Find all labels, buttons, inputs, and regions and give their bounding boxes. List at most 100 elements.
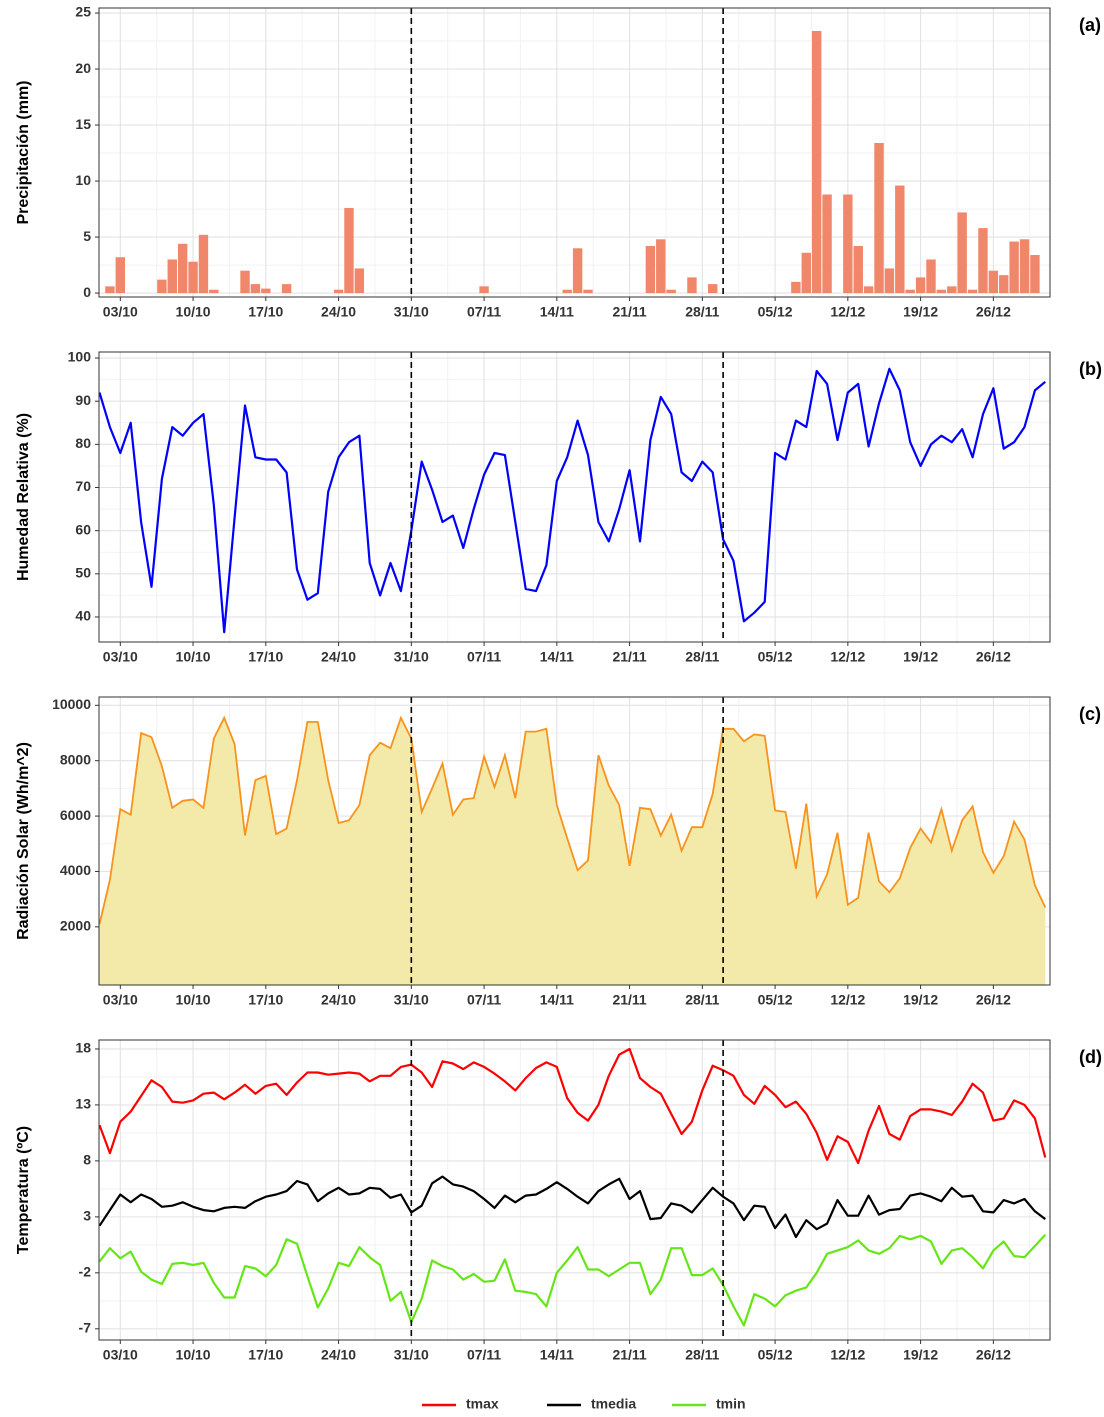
bar	[115, 257, 126, 294]
bar	[281, 284, 292, 294]
line	[98, 1047, 1047, 1165]
bar	[157, 279, 167, 294]
panel-label: (a)	[1079, 15, 1101, 35]
y-tick-label: 50	[75, 565, 91, 581]
y-tick-label: 8	[83, 1152, 91, 1168]
bar	[333, 289, 344, 294]
bar	[354, 268, 365, 294]
bar	[656, 239, 666, 294]
x-tick-label: 26/12	[976, 992, 1011, 1008]
line	[98, 1175, 1046, 1239]
bar	[895, 185, 905, 294]
x-tick-label: 17/10	[248, 649, 283, 665]
x-tick-label: 10/10	[176, 1347, 211, 1363]
x-tick-label: 17/10	[248, 304, 283, 320]
plot-background	[99, 1040, 1050, 1340]
bar	[1009, 241, 1019, 294]
y-tick-label: 25	[75, 4, 91, 20]
bar	[188, 261, 198, 294]
panel-label: (d)	[1079, 1047, 1102, 1067]
y-tick-label: 8000	[60, 751, 91, 767]
bar	[240, 270, 250, 294]
panel-label: (c)	[1079, 704, 1101, 724]
x-tick-label: 26/12	[976, 1347, 1011, 1363]
y-axis-title: Radiación Solar (Wh/m^2)	[15, 742, 32, 940]
bar	[905, 289, 915, 294]
x-tick-label: 24/10	[321, 304, 356, 320]
bar	[562, 289, 572, 294]
x-tick-label: 14/11	[540, 649, 574, 665]
y-tick-label: 60	[75, 521, 91, 537]
x-tick-label: 12/12	[830, 304, 865, 320]
legend-label: tmax	[466, 1396, 499, 1412]
x-tick-label: 03/10	[103, 304, 138, 320]
x-tick-label: 07/11	[467, 992, 501, 1008]
y-tick-label: 18	[75, 1040, 91, 1056]
plot-border	[98, 696, 1051, 986]
x-tick-label: 26/12	[976, 649, 1011, 665]
y-tick-label: 2000	[60, 918, 91, 934]
bar	[801, 252, 811, 294]
bar	[957, 212, 967, 294]
bar	[687, 277, 697, 294]
x-tick-label: 05/12	[758, 649, 793, 665]
y-tick-label: 70	[75, 478, 91, 494]
y-tick-label: -7	[79, 1320, 92, 1336]
y-tick-label: 3	[83, 1208, 91, 1224]
bar	[1030, 254, 1040, 294]
bar	[988, 270, 999, 294]
bar	[915, 277, 926, 294]
x-tick-label: 03/10	[103, 1347, 138, 1363]
x-tick-label: 31/10	[394, 304, 429, 320]
plot-border	[98, 351, 1051, 643]
x-tick-label: 12/12	[830, 649, 865, 665]
x-tick-label: 07/11	[467, 304, 501, 320]
y-tick-label: 15	[75, 116, 91, 132]
y-tick-label: 10	[75, 172, 91, 188]
bar	[645, 246, 656, 294]
line	[98, 715, 1047, 925]
x-tick-label: 19/12	[903, 304, 938, 320]
bar	[811, 30, 822, 294]
plot-background	[99, 352, 1050, 642]
x-tick-label: 24/10	[321, 992, 356, 1008]
bar	[863, 286, 874, 294]
x-tick-label: 07/11	[467, 649, 501, 665]
x-tick-label: 17/10	[248, 1347, 283, 1363]
x-tick-label: 05/12	[758, 1347, 793, 1363]
y-axis-title: Temperatura (ºC)	[15, 1126, 32, 1254]
x-tick-label: 12/12	[830, 992, 865, 1008]
x-tick-label: 24/10	[321, 1347, 356, 1363]
bar	[666, 289, 676, 294]
y-tick-label: 0	[83, 284, 91, 300]
area	[99, 717, 1046, 985]
line	[98, 1234, 1047, 1327]
y-tick-label: 6000	[60, 807, 91, 823]
y-tick-label: -2	[79, 1264, 92, 1280]
bar	[572, 248, 583, 294]
x-tick-label: 12/12	[830, 1347, 865, 1363]
bar	[999, 275, 1009, 294]
x-tick-label: 10/10	[176, 649, 211, 665]
x-tick-label: 10/10	[176, 304, 211, 320]
bar	[250, 284, 261, 294]
y-tick-label: 13	[75, 1096, 91, 1112]
y-tick-label: 5	[83, 228, 91, 244]
bar	[105, 286, 115, 294]
bar	[822, 194, 832, 294]
x-tick-label: 03/10	[103, 649, 138, 665]
x-tick-label: 31/10	[394, 992, 429, 1008]
bar	[936, 289, 947, 294]
bar	[209, 289, 219, 294]
x-tick-label: 17/10	[248, 992, 283, 1008]
bar	[978, 228, 988, 294]
bar	[874, 142, 884, 294]
x-tick-label: 19/12	[903, 649, 938, 665]
x-tick-label: 28/11	[685, 649, 719, 665]
x-tick-label: 31/10	[394, 1347, 429, 1363]
y-tick-label: 10000	[52, 696, 91, 712]
line	[98, 367, 1047, 634]
x-tick-label: 31/10	[394, 649, 429, 665]
x-tick-label: 19/12	[903, 1347, 938, 1363]
